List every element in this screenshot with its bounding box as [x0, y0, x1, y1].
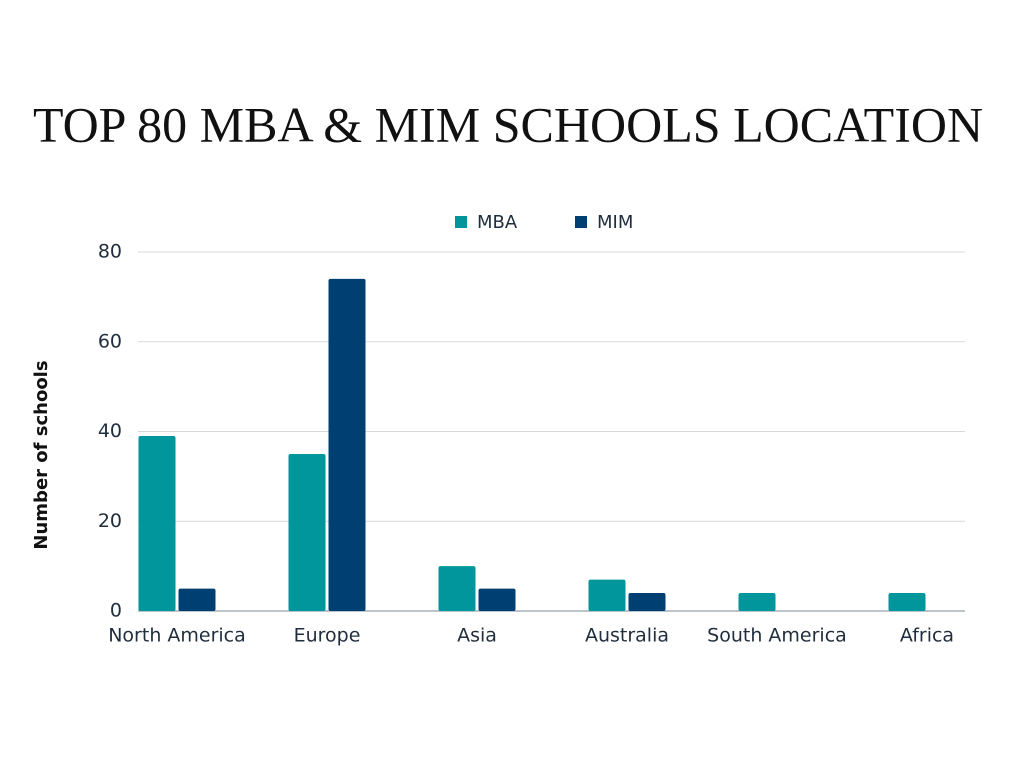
x-tick-label: South America [707, 625, 847, 647]
y-tick-label: 60 [98, 330, 122, 352]
bar [288, 453, 326, 611]
y-axis-label: Number of schools [31, 360, 52, 549]
x-tick-label: Australia [585, 625, 669, 647]
x-tick-label: Africa [900, 625, 954, 647]
x-tick-label: North America [108, 625, 246, 647]
bar [628, 593, 666, 611]
legend-label: MIM [597, 212, 633, 233]
bar [478, 588, 516, 611]
y-tick-label: 40 [98, 420, 122, 442]
y-tick-label: 0 [110, 600, 122, 622]
legend-swatch [575, 216, 587, 228]
x-tick-label: Asia [457, 625, 497, 647]
bar [328, 278, 366, 611]
x-tick-label: Europe [294, 625, 361, 647]
legend-label: MBA [477, 212, 518, 233]
bar [438, 566, 476, 611]
y-tick-label: 20 [98, 510, 122, 532]
bar [178, 588, 216, 611]
bar [588, 579, 626, 611]
bar [888, 593, 926, 611]
chart-title: TOP 80 MBA & MIM SCHOOLS LOCATION [33, 96, 983, 152]
bar [738, 593, 776, 611]
legend-swatch [455, 216, 467, 228]
bar [138, 435, 176, 611]
y-tick-label: 80 [98, 241, 122, 263]
